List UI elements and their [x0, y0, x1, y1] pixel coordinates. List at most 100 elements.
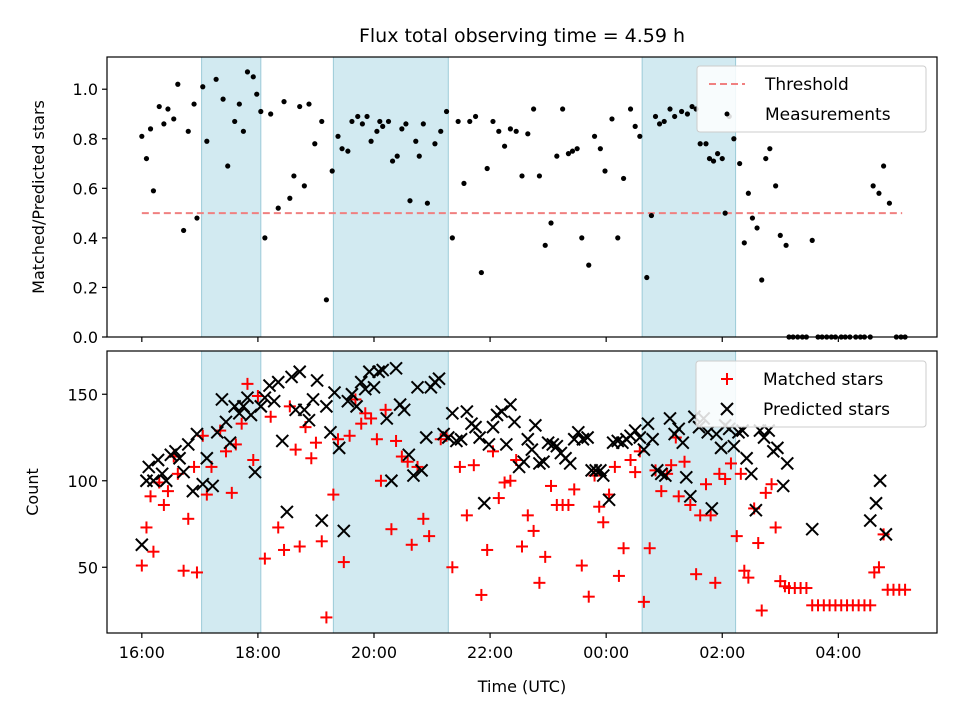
predicted-star-point [354, 375, 368, 389]
predicted-star-stroke-b [371, 365, 386, 379]
matched-star-point [374, 474, 387, 487]
measurement-point [181, 227, 187, 234]
measurement-point [254, 91, 260, 97]
matched-star-point [521, 509, 534, 522]
predicted-star-point [389, 361, 403, 376]
matched-star-point [157, 498, 170, 511]
matched-star-point [247, 453, 260, 466]
predicted-star-point [397, 403, 411, 417]
predicted-star-stroke-b [306, 392, 320, 407]
predicted-star-point [210, 425, 224, 440]
matched-star-point [417, 512, 430, 525]
matched-star-point [699, 478, 712, 491]
measurement-point [374, 128, 380, 134]
measurement-point [443, 108, 450, 115]
predicted-star-stroke-b [210, 425, 224, 440]
measurement-point [200, 84, 206, 90]
matched-star-point [738, 564, 751, 577]
predicted-star-point [739, 451, 754, 465]
predicted-star-point [414, 463, 429, 478]
measurement-point [876, 190, 882, 196]
predicted-star-point [503, 397, 518, 412]
matched-star-point [264, 410, 277, 423]
measurement-point [287, 195, 293, 201]
measurement-point [455, 118, 461, 125]
predicted-star-point [641, 416, 655, 431]
measurement-point [741, 240, 747, 246]
measurement-point [335, 133, 341, 139]
predicted-star-point [258, 391, 272, 405]
predicted-star-stroke-b [525, 442, 539, 457]
measurement-point [531, 106, 537, 112]
measurement-point [706, 155, 713, 162]
predicted-star-stroke-b [410, 380, 425, 395]
matched-star-point [365, 412, 378, 425]
matched-star-point [225, 486, 238, 499]
x-tick-label: 02:00 [699, 643, 745, 662]
matched-star-point [390, 434, 403, 447]
measurement-point [644, 274, 650, 281]
predicted-star-stroke-b [155, 467, 169, 481]
predicted-star-point [869, 496, 883, 510]
matched-star-point [575, 559, 588, 572]
predicted-star-stroke-b [341, 394, 355, 408]
matched-star-point [800, 582, 813, 595]
predicted-star-stroke-b [739, 451, 754, 465]
measurement-point [297, 103, 303, 110]
measurement-point [472, 113, 479, 120]
predicted-star-stroke-b [151, 453, 165, 467]
measurement-point [602, 168, 608, 174]
matched-star-point [460, 509, 473, 522]
measurement-point [569, 148, 576, 154]
predicted-star-point [714, 441, 728, 455]
predicted-star-stroke-b [541, 435, 555, 450]
measurement-point [191, 101, 197, 107]
predicted-star-stroke-b [181, 437, 195, 452]
matched-star-point [617, 542, 630, 555]
predicted-star-point [310, 373, 324, 388]
matched-star-point [147, 545, 160, 558]
predicted-star-point [371, 365, 386, 379]
matched-star-point [379, 403, 392, 416]
measurement-point [710, 158, 717, 164]
predicted-star-stroke-b [215, 392, 229, 407]
matched-star-point [337, 556, 350, 569]
predicted-star-stroke-b [406, 468, 421, 483]
predicted-star-point [645, 432, 660, 446]
matched-star-point [769, 521, 782, 534]
matched-star-point [446, 561, 459, 574]
measurement-point [345, 148, 351, 154]
x-tick-label: 22:00 [467, 643, 513, 662]
measurement-point [185, 128, 191, 134]
predicted-star-stroke-b [468, 420, 483, 434]
x-tick-label: 00:00 [583, 643, 629, 662]
measurement-point [574, 146, 580, 152]
predicted-star-stroke-b [869, 496, 883, 510]
predicted-star-stroke-b [879, 527, 893, 542]
predicted-star-stroke-b [641, 416, 655, 431]
predicted-star-stroke-b [297, 403, 312, 417]
chart-title: Flux total observing time = 4.59 h [359, 25, 685, 47]
predicted-star-point [628, 423, 642, 438]
predicted-star-stroke-b [705, 501, 719, 516]
predicted-star-point [146, 474, 161, 488]
matched-star-point [734, 467, 747, 480]
measurement-point [881, 163, 887, 169]
measurement-point [554, 153, 560, 159]
predicted-star-stroke-b [744, 467, 758, 481]
measurement-point [548, 220, 554, 226]
predicted-star-point [315, 513, 329, 528]
measurement-point [763, 155, 769, 162]
predicted-star-point [550, 439, 564, 453]
measurement-point [319, 118, 325, 125]
y-tick-label: 50 [78, 558, 98, 577]
predicted-star-point [637, 442, 651, 457]
matched-star-point [475, 588, 488, 601]
y-tick-label: 0.6 [73, 179, 98, 198]
predicted-star-stroke-b [358, 382, 372, 396]
matched-star-point [864, 599, 877, 612]
measurement-point [501, 143, 508, 149]
predicted-star-point [402, 448, 416, 462]
predicted-star-stroke-b [521, 432, 535, 446]
predicted-star-point [323, 425, 338, 440]
